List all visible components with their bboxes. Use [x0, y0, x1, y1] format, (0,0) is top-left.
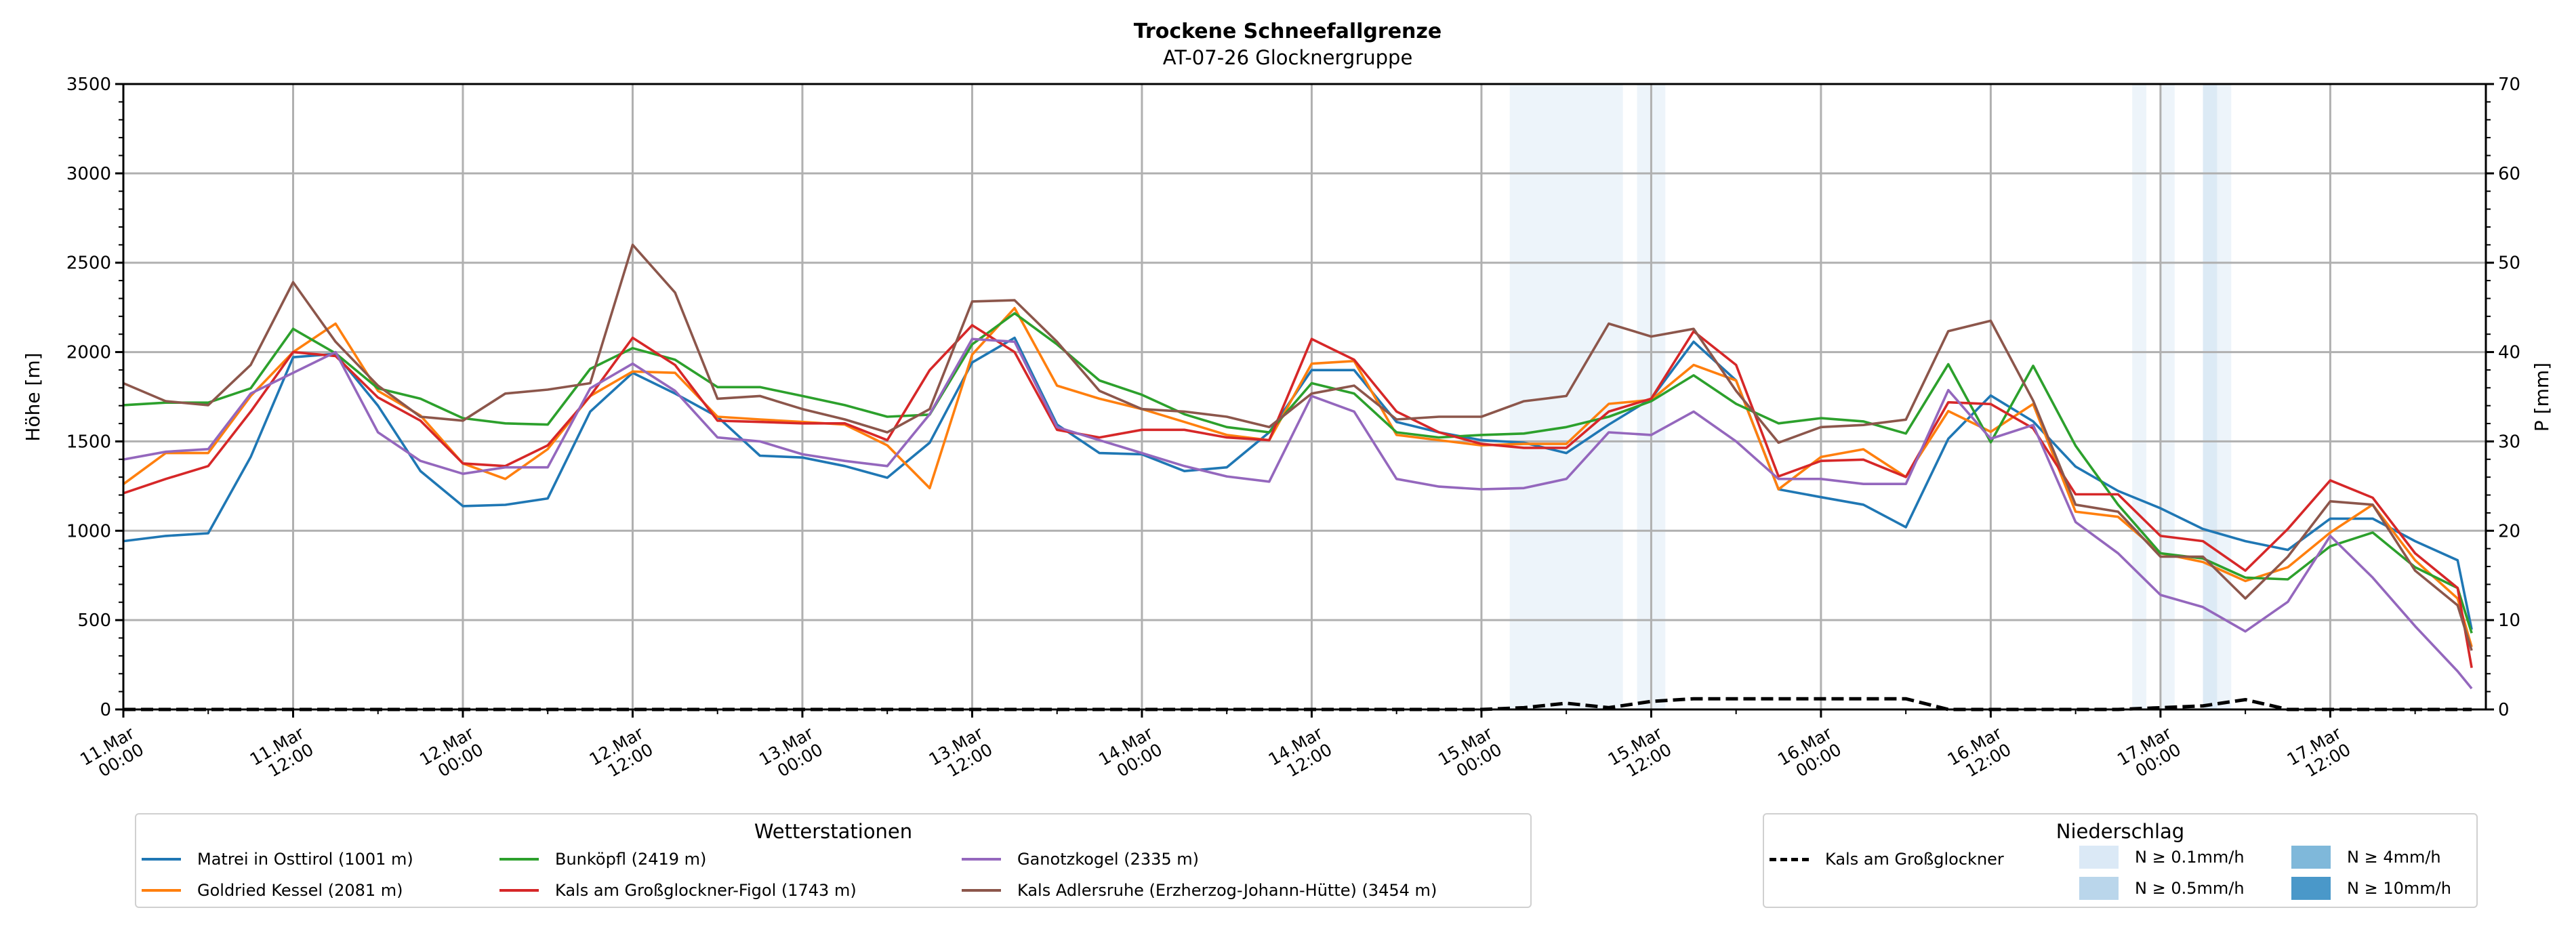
legend-swatch — [962, 858, 1001, 861]
legend-label: Ganotzkogel (2335 m) — [1017, 850, 1200, 869]
y-tick-label: 1500 — [66, 432, 111, 452]
legend-item-precip-line: Kals am Großglockner — [1770, 850, 2004, 869]
y2-axis-label: P [mm] — [2531, 363, 2553, 432]
station-lines — [122, 243, 2473, 711]
legend-item-bunkoepfl: Bunköpfl (2419 m) — [499, 850, 706, 869]
legend-label: Kals am Großglockner-Figol (1743 m) — [555, 881, 857, 900]
y2-tick-label: 60 — [2498, 164, 2520, 184]
legend-label: N ≥ 0.1mm/h — [2135, 848, 2245, 867]
legend-patch — [2079, 846, 2119, 869]
legend-label: Goldried Kessel (2081 m) — [197, 881, 403, 900]
legend-label: N ≥ 0.5mm/h — [2135, 879, 2245, 898]
legend-stations: Wetterstationen Matrei in Osttirol (1001… — [135, 813, 1532, 908]
y-tick-label: 1000 — [66, 521, 111, 541]
legend-item-goldried: Goldried Kessel (2081 m) — [142, 881, 403, 900]
legend-precip-title: Niederschlag — [2056, 820, 2185, 843]
legend-item-ganotzkogel: Ganotzkogel (2335 m) — [962, 850, 1199, 869]
chart-title: Trockene Schneefallgrenze — [1134, 20, 1442, 43]
legend-label: Kals am Großglockner — [1825, 850, 2004, 869]
legend-patch — [2079, 877, 2119, 900]
legend-item-precip-01: N ≥ 0.1mm/h — [2079, 846, 2245, 869]
series-line-0 — [123, 336, 2473, 630]
series-line-4 — [123, 337, 2473, 690]
y2-tick-label: 40 — [2498, 343, 2520, 363]
y-tick-label: 2000 — [66, 343, 111, 363]
legend-label: N ≥ 10mm/h — [2347, 879, 2451, 898]
legend-swatch — [499, 858, 539, 861]
legend-stations-title: Wetterstationen — [754, 820, 913, 843]
legend-patch — [2291, 846, 2331, 869]
legend-swatch — [499, 889, 539, 892]
legend-item-matrei: Matrei in Osttirol (1001 m) — [142, 850, 413, 869]
legend-label: N ≥ 4mm/h — [2347, 848, 2441, 867]
legend-swatch — [962, 889, 1001, 892]
precipitation-line — [123, 697, 2472, 711]
series-line-5 — [123, 243, 2473, 651]
series-line-3 — [123, 324, 2473, 668]
precipitation-band — [2203, 84, 2217, 709]
y2-tick-label: 0 — [2498, 700, 2510, 720]
y2-tick-label: 70 — [2498, 75, 2520, 95]
legend-patch — [2291, 877, 2331, 900]
y2-tick-label: 30 — [2498, 432, 2520, 452]
legend-item-precip-4: N ≥ 4mm/h — [2291, 846, 2441, 869]
legend-item-precip-05: N ≥ 0.5mm/h — [2079, 877, 2245, 900]
y2-tick-label: 10 — [2498, 611, 2520, 631]
y-tick-label: 500 — [77, 611, 111, 631]
y-tick-label: 2500 — [66, 253, 111, 274]
chart-subtitle: AT-07-26 Glocknergruppe — [1163, 46, 1413, 69]
y-tick-label: 3000 — [66, 164, 111, 184]
legend-item-kals-adlersruhe: Kals Adlersruhe (Erzherzog-Johann-Hütte)… — [962, 881, 1437, 900]
plot-frame — [122, 83, 2487, 711]
legend-label: Kals Adlersruhe (Erzherzog-Johann-Hütte)… — [1017, 881, 1437, 900]
legend-swatch — [142, 858, 181, 861]
dashed-line-swatch — [1770, 857, 1809, 861]
legend-label: Bunköpfl (2419 m) — [555, 850, 707, 869]
legend-swatch — [142, 889, 181, 892]
y-tick-label: 0 — [100, 700, 111, 720]
precipitation-band — [2160, 84, 2175, 709]
legend-item-kals-figol: Kals am Großglockner-Figol (1743 m) — [499, 881, 857, 900]
series-line-1 — [122, 306, 2473, 648]
series-line-2 — [123, 312, 2473, 634]
y-tick-label: 3500 — [66, 75, 111, 95]
precipitation-bands — [1509, 84, 2232, 709]
legend-precipitation: Niederschlag Kals am Großglockner N ≥ 0.… — [1763, 813, 2478, 908]
legend-item-precip-10: N ≥ 10mm/h — [2291, 877, 2451, 900]
precipitation-band — [2132, 84, 2147, 709]
legend-label: Matrei in Osttirol (1001 m) — [197, 850, 413, 869]
y2-tick-label: 20 — [2498, 521, 2520, 541]
y-axis-label: Höhe [m] — [22, 352, 44, 441]
grid — [122, 83, 2486, 711]
y2-tick-label: 50 — [2498, 253, 2520, 274]
